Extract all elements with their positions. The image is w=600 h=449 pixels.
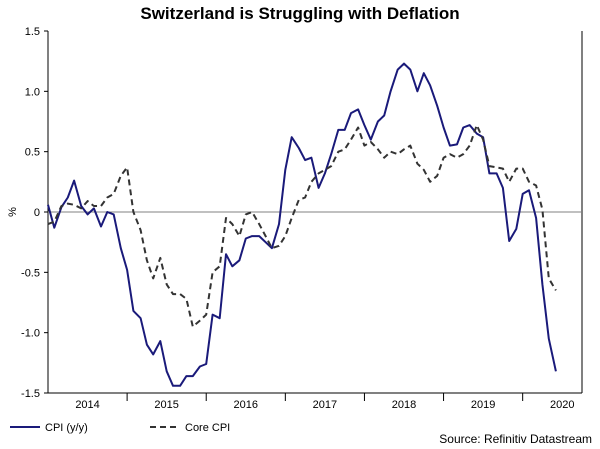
series-line-core-cpi bbox=[47, 124, 557, 328]
x-tick-label: 2019 bbox=[471, 399, 495, 411]
y-axis-label: % bbox=[7, 207, 19, 217]
y-tick-label: -0.5 bbox=[21, 267, 40, 279]
legend-label: CPI (y/y) bbox=[45, 422, 88, 434]
y-tick-label: 1.5 bbox=[25, 26, 40, 38]
y-tick-label: 0.5 bbox=[25, 147, 40, 159]
y-tick-label: -1.0 bbox=[21, 328, 40, 340]
y-tick-label: -1.5 bbox=[21, 388, 40, 400]
x-tick-label: 2020 bbox=[550, 399, 574, 411]
x-tick-label: 2016 bbox=[234, 399, 258, 411]
chart-title: Switzerland is Struggling with Deflation bbox=[140, 4, 460, 23]
source-note: Source: Refinitiv Datastream bbox=[439, 432, 592, 446]
x-tick-label: 2014 bbox=[75, 399, 99, 411]
y-tick-label: 0 bbox=[34, 207, 40, 219]
y-tick-label: 1.0 bbox=[25, 86, 40, 98]
legend-label: Core CPI bbox=[185, 422, 230, 434]
series-line-cpi bbox=[47, 62, 557, 387]
x-tick-label: 2017 bbox=[313, 399, 337, 411]
x-tick-label: 2015 bbox=[154, 399, 178, 411]
x-tick-label: 2018 bbox=[392, 399, 416, 411]
